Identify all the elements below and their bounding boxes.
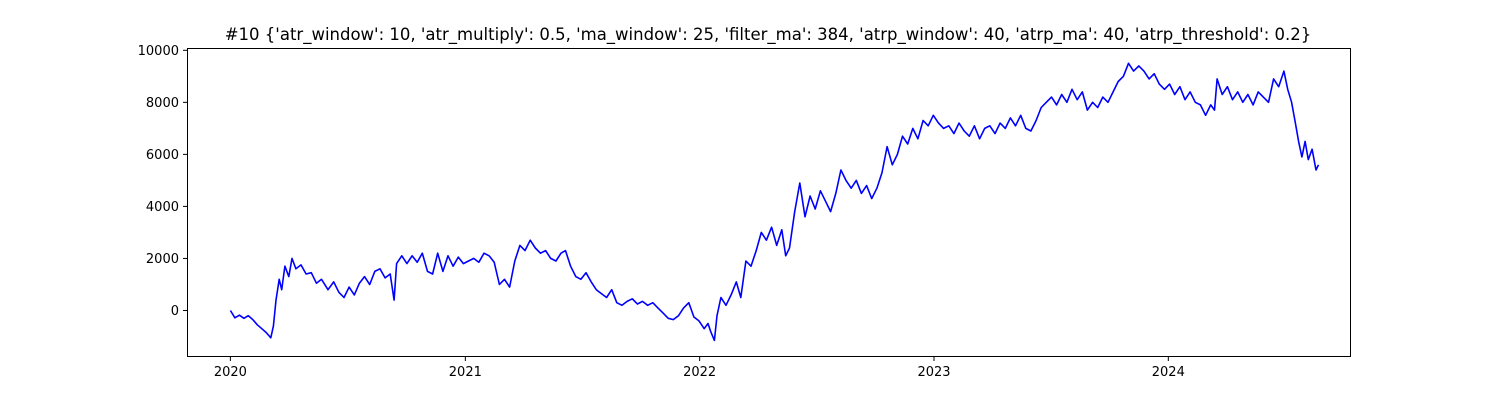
y-tick-label: 6000 — [146, 148, 179, 163]
y-axis-ticks: 0 2000 4000 6000 8000 10000 — [138, 44, 188, 319]
plot-area — [229, 62, 1320, 342]
x-tick-label: 2020 — [214, 365, 247, 380]
x-axis-ticks: 2020 2021 2022 2023 2024 — [214, 356, 1185, 380]
x-tick-label: 2024 — [1152, 365, 1185, 380]
x-tick-label: 2022 — [683, 365, 716, 380]
x-tick-label: 2023 — [917, 365, 950, 380]
x-tick-label: 2021 — [449, 365, 482, 380]
y-tick-label: 10000 — [138, 44, 179, 59]
chart-title: #10 {'atr_window': 10, 'atr_multiply': 0… — [225, 25, 1312, 45]
axes-frame — [187, 48, 1351, 357]
y-tick-label: 2000 — [146, 252, 179, 267]
y-tick-label: 8000 — [146, 96, 179, 111]
series-line-1 — [229, 62, 1320, 342]
y-tick-label: 4000 — [146, 200, 179, 215]
y-tick-label: 0 — [171, 304, 179, 319]
